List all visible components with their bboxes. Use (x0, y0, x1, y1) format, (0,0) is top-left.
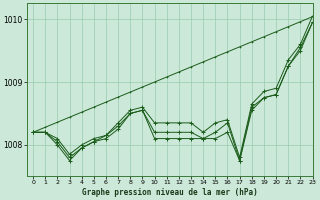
X-axis label: Graphe pression niveau de la mer (hPa): Graphe pression niveau de la mer (hPa) (82, 188, 258, 197)
